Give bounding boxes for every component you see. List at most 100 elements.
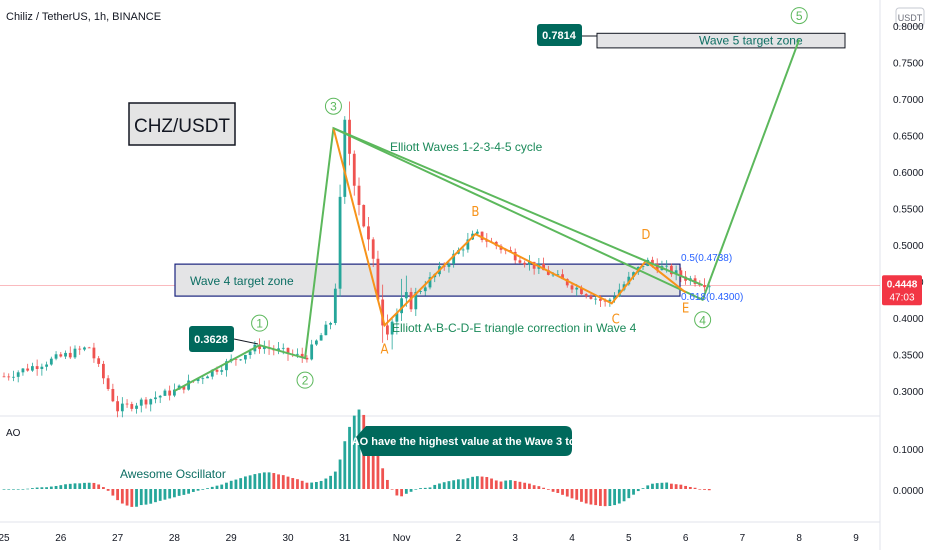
ao-bar	[594, 489, 598, 506]
symbol-title[interactable]: Chiliz / TetherUS, 1h, BINANCE	[6, 11, 161, 23]
candle-body	[376, 258, 380, 300]
candle-body	[158, 395, 162, 398]
candle-body	[570, 285, 574, 290]
ao-bar	[627, 489, 631, 499]
candle-body	[532, 261, 536, 269]
ao-bar	[333, 471, 337, 489]
candle-body	[589, 296, 593, 299]
candle-body	[244, 355, 247, 360]
ao-bar	[73, 483, 77, 489]
candle-body	[367, 226, 370, 240]
ao-bar	[357, 409, 361, 489]
candle-body	[187, 380, 190, 390]
ao-bar	[442, 482, 446, 489]
candle-body	[54, 354, 58, 359]
wave-number: 3	[330, 100, 337, 114]
ao-bar	[428, 487, 432, 489]
ao-bar	[655, 483, 659, 489]
currency-badge-frame[interactable]	[895, 7, 925, 27]
ao-bar	[494, 480, 498, 489]
candle-body	[409, 292, 413, 310]
candle-body	[679, 270, 683, 277]
triangle-labels: A B C D E	[381, 205, 690, 357]
candle-body	[102, 363, 105, 379]
candle-body	[73, 348, 77, 358]
candle-body	[296, 353, 299, 355]
ao-bar	[580, 489, 583, 502]
candle-body	[703, 285, 706, 288]
candle-body	[584, 294, 588, 297]
ao-bar	[125, 489, 129, 506]
candle-body	[83, 347, 86, 350]
ao-bar	[173, 489, 176, 498]
ao-bar	[120, 489, 124, 504]
candle-body	[651, 259, 654, 264]
ao-bar	[248, 475, 252, 489]
ao-bar	[210, 486, 214, 489]
time-tick: 25	[0, 533, 10, 544]
ao-bar	[400, 489, 403, 497]
time-tick: 6	[683, 533, 689, 544]
ao-bar	[163, 489, 167, 500]
candle-body	[92, 347, 96, 359]
candle-body	[608, 299, 612, 302]
candle-body	[362, 204, 366, 227]
candle-body	[556, 274, 560, 276]
candle-body	[40, 366, 44, 369]
candle-body	[523, 262, 527, 265]
candle-body	[674, 270, 678, 275]
candle-body	[546, 270, 550, 275]
candle-body	[262, 347, 266, 350]
ao-bar	[78, 483, 82, 489]
ao-bar	[229, 480, 233, 489]
candle-body	[281, 347, 285, 349]
ao-tick-00: 0.0000	[893, 486, 924, 497]
ao-bar	[201, 489, 205, 490]
candle-body	[580, 287, 583, 295]
wave5-price-box	[537, 24, 582, 46]
candle-body	[315, 340, 318, 345]
ao-bar	[367, 429, 370, 489]
candle-body	[225, 361, 228, 371]
ao-bar	[523, 482, 527, 489]
candle-body	[168, 390, 172, 396]
price-tick: 0.7500	[893, 59, 924, 70]
ao-bar	[419, 488, 422, 489]
ao-callout-box	[356, 426, 572, 456]
ao-bar	[433, 484, 437, 489]
ao-bar	[504, 480, 508, 489]
candle-body	[68, 352, 72, 358]
candle-body	[565, 279, 569, 286]
ao-bar	[409, 489, 413, 492]
wave-circle	[694, 311, 712, 329]
wave-circle	[296, 371, 314, 389]
wave-number: 1	[256, 317, 263, 331]
ao-bar	[551, 489, 555, 492]
elliott-impulse-line	[173, 39, 801, 392]
ao-bar	[7, 489, 11, 490]
candle-body	[120, 403, 124, 412]
candle-body	[310, 344, 314, 360]
ao-bar	[296, 479, 299, 489]
candle-body	[641, 265, 645, 267]
ao-bar	[561, 489, 564, 495]
candle-body	[333, 288, 337, 323]
price-tick: 0.5000	[893, 241, 924, 252]
ao-bar	[135, 489, 138, 507]
candle-body	[447, 263, 451, 267]
currency-badge[interactable]: USDT	[898, 13, 923, 23]
candle-body	[139, 399, 143, 406]
ao-bar	[277, 474, 280, 489]
ao-bar	[490, 478, 493, 489]
wave5-zone-label: Wave 5 target zone	[699, 34, 803, 48]
time-tick: 4	[569, 533, 575, 544]
candle-body	[16, 372, 20, 377]
ao-bar	[376, 455, 380, 489]
candle-body	[395, 313, 399, 322]
candle-body	[149, 399, 153, 405]
ao-bar	[102, 487, 105, 489]
elliott-triangle-line	[332, 127, 687, 328]
ao-bar	[16, 489, 20, 490]
ao-bar	[660, 482, 664, 489]
